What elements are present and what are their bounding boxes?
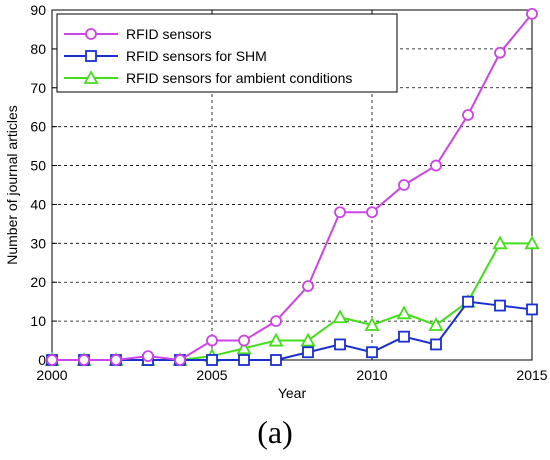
y-tick-label: 60 bbox=[30, 119, 46, 135]
y-tick-label: 80 bbox=[30, 41, 46, 57]
data-point bbox=[366, 206, 378, 219]
data-point bbox=[238, 334, 250, 347]
legend-label: RFID sensors bbox=[126, 26, 212, 42]
data-point bbox=[334, 206, 346, 219]
x-tick-label: 2005 bbox=[196, 367, 227, 383]
series-line bbox=[52, 13, 533, 362]
data-point bbox=[206, 334, 218, 347]
data-point bbox=[302, 346, 314, 359]
data-point bbox=[494, 299, 506, 312]
legend-entry: RFID sensors for ambient conditions bbox=[64, 70, 352, 86]
legend-marker bbox=[85, 50, 97, 62]
data-point bbox=[462, 295, 474, 308]
data-point bbox=[428, 317, 444, 331]
y-tick-label: 70 bbox=[30, 80, 46, 96]
series-line bbox=[52, 300, 533, 361]
legend-label: RFID sensors for SHM bbox=[126, 48, 267, 64]
y-tick-label: 0 bbox=[38, 352, 46, 368]
x-tick-label: 2000 bbox=[36, 367, 67, 383]
data-point bbox=[300, 332, 316, 347]
series-1 bbox=[46, 7, 538, 366]
legend-marker bbox=[83, 70, 99, 84]
data-point bbox=[526, 303, 538, 316]
y-tick-label: 90 bbox=[30, 2, 46, 18]
y-tick-label: 50 bbox=[30, 158, 46, 174]
data-point bbox=[270, 354, 282, 366]
data-point bbox=[110, 354, 122, 366]
data-point bbox=[492, 235, 508, 250]
data-point bbox=[236, 340, 252, 355]
x-axis-title: Year bbox=[278, 385, 307, 401]
data-point bbox=[494, 46, 506, 59]
data-point bbox=[526, 7, 538, 20]
data-point bbox=[238, 354, 250, 366]
plot-frame bbox=[51, 9, 533, 361]
data-point bbox=[396, 305, 412, 320]
data-point bbox=[46, 354, 58, 366]
data-point bbox=[334, 338, 346, 351]
data-point bbox=[332, 309, 348, 324]
series-line bbox=[52, 242, 532, 361]
y-tick-label: 20 bbox=[30, 274, 46, 290]
series-group bbox=[44, 7, 540, 366]
data-point bbox=[430, 338, 442, 351]
legend-marker bbox=[85, 28, 97, 40]
data-point bbox=[462, 109, 474, 121]
axis-ticks: 0 10 20 30 40 50 60 70 80 90 2000 2005 2010 2015 bbox=[30, 2, 547, 383]
data-point bbox=[268, 332, 284, 347]
legend-entry: RFID sensors for SHM bbox=[64, 48, 267, 64]
data-point bbox=[174, 354, 186, 366]
data-point bbox=[302, 280, 314, 293]
legend-label: RFID sensors for ambient conditions bbox=[126, 70, 352, 86]
y-tick-label: 30 bbox=[30, 235, 46, 251]
line-chart: 0 10 20 30 40 50 60 70 80 90 2000 2005 2010 2015 Year… bbox=[4, 2, 548, 401]
series-2 bbox=[46, 295, 538, 366]
data-point bbox=[366, 346, 378, 359]
data-point bbox=[206, 354, 218, 366]
y-tick-label: 10 bbox=[30, 313, 46, 329]
x-tick-label: 2015 bbox=[516, 367, 547, 383]
legend-entry: RFID sensors bbox=[64, 26, 212, 42]
data-point bbox=[142, 350, 154, 363]
data-point bbox=[430, 159, 442, 172]
data-point bbox=[398, 179, 410, 191]
data-point bbox=[398, 330, 410, 343]
data-point bbox=[270, 315, 282, 328]
data-point bbox=[364, 317, 380, 331]
y-tick-label: 40 bbox=[30, 196, 46, 212]
y-axis-title: Number of journal articles bbox=[4, 105, 20, 265]
data-point bbox=[524, 235, 540, 250]
figure-caption: (a) bbox=[257, 414, 293, 450]
x-tick-label: 2010 bbox=[356, 367, 387, 383]
legend: RFID sensors RFID sensors for SHM RFID sen… bbox=[56, 13, 398, 93]
data-point bbox=[78, 354, 90, 366]
